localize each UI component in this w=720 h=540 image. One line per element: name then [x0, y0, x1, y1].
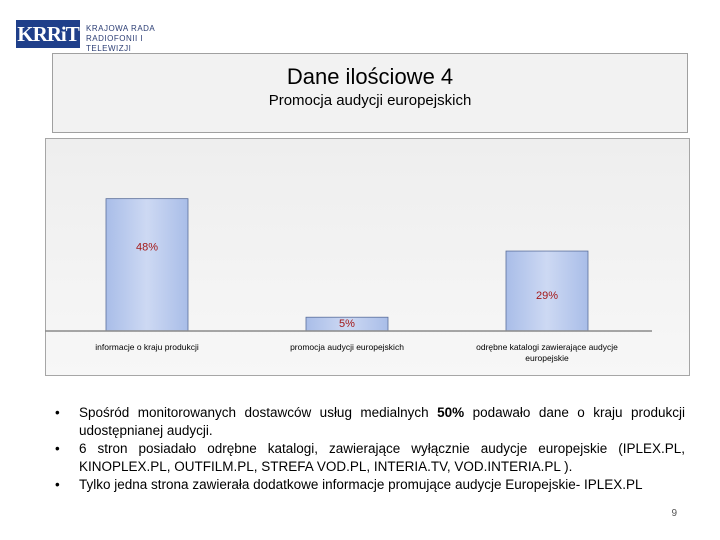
logo-mark: KRRiT — [16, 20, 80, 48]
slide-subtitle: Promocja audycji europejskich — [268, 92, 472, 109]
bar-1 — [105, 198, 189, 332]
chart-svg: 48% 5% 29% informacje o kraju produkcji pro… — [45, 138, 690, 376]
krrit-logo: KRRiT KRAJOWA RADA RADIOFONII I TELEWIZJ… — [16, 18, 181, 54]
bullet-item-2: 6 stron posiadało odrębne katalogi, zawi… — [55, 440, 685, 476]
data-label-2: 5% — [339, 318, 355, 330]
bullet-item-3: Tylko jedna strona zawierała dodatkowe i… — [55, 476, 685, 494]
title-panel: Dane ilościowe 4 Promocja audycji europe… — [52, 53, 688, 133]
category-label-1: informacje o kraju produkcji — [95, 342, 199, 352]
category-label-3: odrębne katalogi zawierające audycje euro… — [476, 342, 618, 363]
bullet-1-prefix: Spośród monitorowanych dostawców usług m… — [79, 405, 438, 420]
bar-3 — [505, 250, 589, 332]
logo-text: KRAJOWA RADA RADIOFONII I TELEWIZJI — [86, 24, 181, 54]
data-label-3: 29% — [536, 290, 558, 302]
bar-chart: 48% 5% 29% informacje o kraju produkcji pro… — [45, 138, 690, 376]
bullet-list: Spośród monitorowanych dostawców usług m… — [55, 404, 685, 494]
bullet-1-suffix: podawało dane o kraju produkcji udostępn… — [79, 405, 685, 438]
slide-title: Dane ilościowe 4 — [286, 64, 454, 89]
logo-line-1: KRAJOWA RADA — [86, 24, 156, 33]
logo-line-2: RADIOFONII I TELEWIZJI — [86, 34, 144, 53]
category-label-2: promocja audycji europejskich — [290, 342, 404, 352]
bullet-1-bold: 50% — [437, 405, 465, 420]
bullet-item-1: Spośród monitorowanych dostawców usług m… — [55, 404, 685, 440]
page-number: 9 — [671, 508, 677, 519]
data-label-1: 48% — [136, 242, 158, 254]
